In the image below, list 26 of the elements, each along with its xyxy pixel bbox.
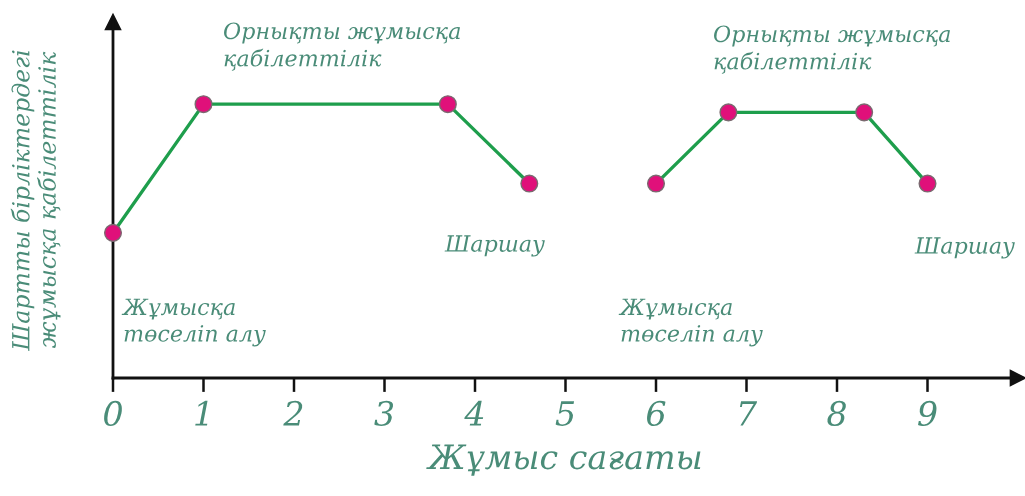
x-tick-label: 2: [283, 400, 303, 426]
x-tick-label: 8: [827, 400, 846, 427]
annotation: Жұмысқа төселіп алу: [121, 298, 266, 347]
x-tick-label: 5: [555, 401, 575, 427]
point: [918, 174, 937, 193]
y-axis-title: Шартты бірліктердегі жұмысқа қабілеттілік: [10, 50, 61, 352]
point: [194, 95, 213, 114]
text: Орнықты жұмысқа қабілеттілік: [714, 25, 950, 74]
x-axis-title: Жұмыс сағаты: [426, 444, 701, 476]
x-tick-label: 1: [195, 400, 208, 426]
annotation: Жұмысқа төселіп алу: [618, 298, 763, 347]
x-tick-label: 9: [918, 400, 937, 427]
x-tick-label: 4: [464, 400, 484, 426]
x-tick-label: 0: [104, 400, 122, 427]
annotation: Шаршау: [444, 235, 545, 257]
point: [520, 174, 539, 193]
point: [855, 103, 874, 122]
annotation: Шаршау: [914, 237, 1015, 259]
point: [646, 174, 666, 193]
point: [719, 103, 738, 122]
point: [103, 223, 123, 242]
x-tick-label: 3: [374, 400, 394, 427]
x-tick-label: 6: [647, 400, 666, 427]
point: [438, 95, 457, 114]
text: Орнықты жұмысқа қабілеттілік: [224, 22, 460, 71]
x-tick-label: 7: [739, 401, 758, 426]
